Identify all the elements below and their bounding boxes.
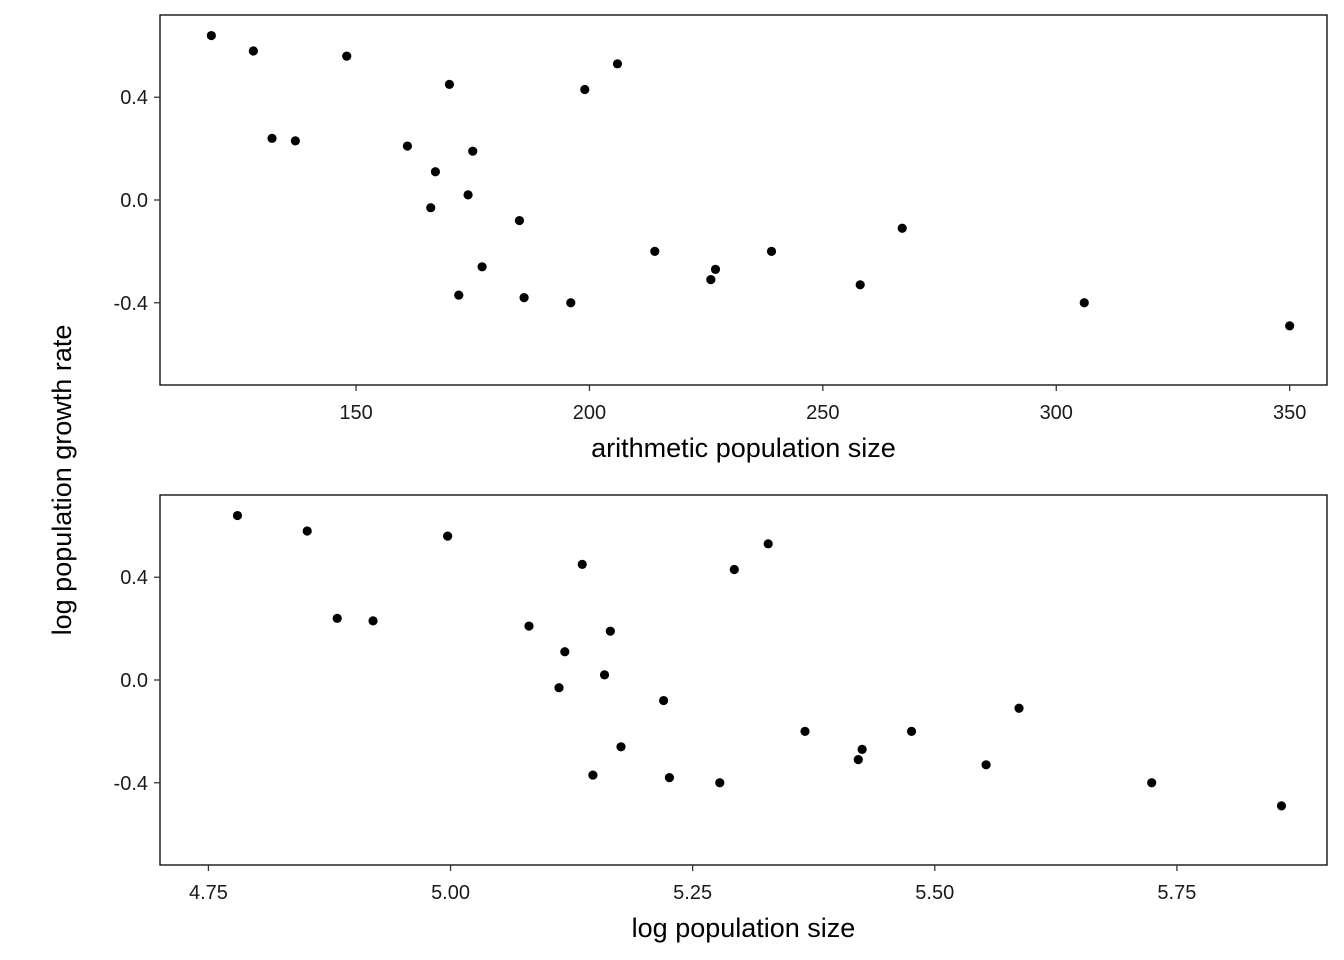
bottom-scatter-point [577,559,587,569]
top-scatter-point [430,167,441,177]
bottom-panel-border [159,494,1328,866]
bottom-y-tick-label: -0.4 [114,773,148,795]
bottom-scatter-point [232,510,243,521]
top-scatter-point [855,280,865,290]
top-scatter-point [454,290,464,300]
top-scatter-point [519,293,529,303]
bottom-scatter-point [554,683,564,693]
bottom-scatter-point [906,726,917,736]
top-x-axis-title: arithmetic population size [591,433,896,463]
top-scatter-point [1285,321,1295,331]
top-scatter-point [580,84,590,95]
bottom-x-tick-label: 5.00 [431,882,470,904]
bottom-scatter-point [1147,778,1157,788]
shared-y-axis-title: log population growth rate [47,325,77,636]
bottom-x-tick-label: 5.75 [1157,882,1196,904]
bottom-scatter-point [524,621,534,631]
top-scatter-point [1079,298,1089,308]
top-y-tick-label: 0.4 [120,87,148,109]
top-scatter-point [477,262,487,272]
bottom-scatter-point [443,531,453,541]
top-scatter-point [710,264,721,274]
top-panel-arithmetic-size: 0.4 0.0 -0.4 150 200 250 300 350 arithmetic popu… [114,14,1328,463]
top-x-tick-label: 300 [1040,402,1073,424]
bottom-scatter-point [1014,703,1024,713]
bottom-scatter-point [1276,801,1287,811]
top-scatter-point [650,246,660,256]
top-scatter-point [342,51,352,61]
bottom-scatter-point [332,613,342,623]
top-y-tick-label: 0.0 [120,190,148,212]
top-scatter-point [402,141,413,151]
top-scatter-point [897,223,907,233]
bottom-scatter-point [659,695,669,706]
top-scatter-point [468,146,478,156]
top-scatter-point [206,30,216,41]
bottom-panel-log-size: 0.4 0.0 -0.4 4.75 5.00 5.25 5.50 5.75 log popula… [114,494,1328,943]
bottom-scatter-point [981,760,991,770]
top-x-tick-label: 200 [573,402,606,424]
bottom-scatter-point [368,616,378,626]
top-scatter-point [612,59,623,69]
top-scatter-point [426,203,436,213]
bottom-scatter-point [588,770,598,780]
bottom-x-tick-label: 5.25 [673,882,712,904]
top-scatter-point [463,190,473,200]
top-scatter-point [566,298,576,308]
top-scatter-point [514,215,525,226]
bottom-x-tick-label: 5.50 [915,882,954,904]
top-scatter-point [290,136,300,146]
bottom-scatter-point [763,539,773,549]
bottom-scatter-point [664,773,675,783]
top-y-tick-label: -0.4 [114,293,148,315]
bottom-scatter-point [560,647,570,657]
bottom-scatter-point [599,670,610,680]
top-x-tick-label: 150 [339,402,372,424]
top-scatter-point [267,133,277,143]
bottom-y-tick-label: 0.0 [120,670,148,692]
bottom-x-axis-title: log population size [632,913,856,943]
bottom-scatter-point [302,526,312,536]
bottom-y-tick-label: 0.4 [120,567,148,589]
bottom-scatter-point [715,778,725,788]
bottom-scatter-point [729,564,739,575]
bottom-scatter-point [800,726,810,736]
top-scatter-point [444,79,455,89]
bottom-scatter-point [616,742,626,752]
top-scatter-point [248,46,258,56]
top-scatter-point [706,275,716,285]
bottom-x-tick-label: 4.75 [189,882,228,904]
bottom-scatter-point [857,744,867,754]
top-x-tick-label: 350 [1273,402,1306,424]
top-scatter-point [766,246,777,256]
top-x-tick-label: 250 [806,402,839,424]
bottom-scatter-point [605,626,615,636]
top-panel-border [159,14,1328,386]
bottom-scatter-point [853,755,863,765]
